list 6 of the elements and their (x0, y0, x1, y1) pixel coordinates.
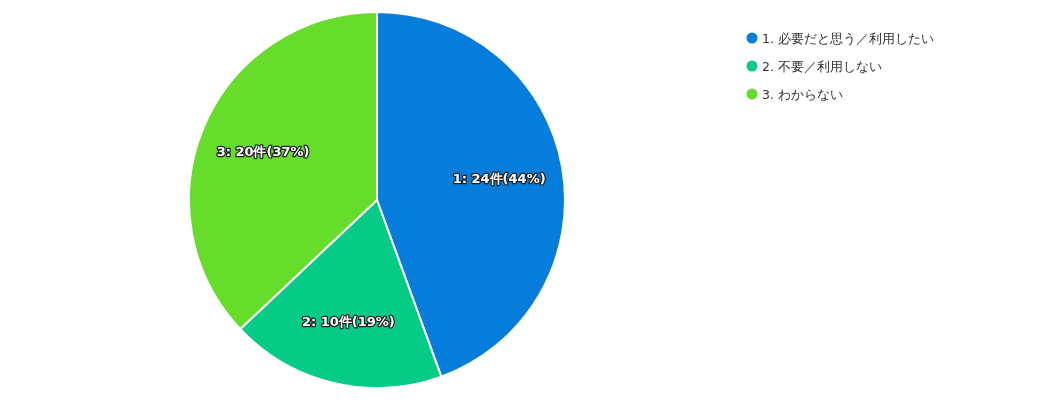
legend-label: 1. 必要だと思う／利用したい (762, 30, 934, 46)
data-label: 3: 20件(37%) (216, 143, 310, 159)
legend-label: 2. 不要／利用しない (762, 58, 882, 74)
legend-label: 3. わからない (762, 86, 843, 102)
data-label: 2: 10件(19%) (301, 313, 395, 329)
data-label: 1: 24件(44%) (452, 171, 546, 187)
